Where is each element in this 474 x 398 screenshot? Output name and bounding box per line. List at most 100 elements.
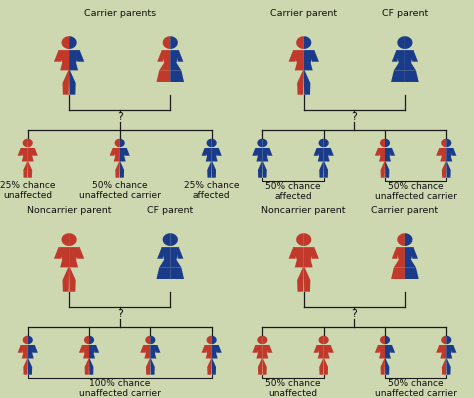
Polygon shape [405,247,416,267]
Polygon shape [319,139,324,147]
Polygon shape [20,148,27,162]
Polygon shape [143,345,150,359]
Polygon shape [54,248,62,259]
Polygon shape [20,345,27,359]
Polygon shape [176,248,183,259]
Polygon shape [170,50,181,70]
Polygon shape [394,50,405,70]
Polygon shape [378,345,385,359]
Polygon shape [163,233,170,246]
Polygon shape [385,148,392,162]
Polygon shape [411,248,418,259]
Polygon shape [89,359,93,375]
Polygon shape [207,359,211,375]
Polygon shape [54,51,62,62]
Polygon shape [94,346,99,353]
Text: Carrier parent: Carrier parent [270,9,337,18]
Polygon shape [170,70,184,82]
Polygon shape [392,51,399,62]
Polygon shape [397,36,405,49]
Polygon shape [176,51,183,62]
Polygon shape [324,359,328,375]
Polygon shape [267,346,273,353]
Polygon shape [216,346,222,353]
Polygon shape [27,139,33,147]
Polygon shape [258,359,262,375]
Polygon shape [304,50,315,70]
Polygon shape [319,336,324,344]
Polygon shape [89,345,96,359]
Polygon shape [297,267,304,292]
Polygon shape [289,248,297,259]
Polygon shape [447,336,451,344]
Polygon shape [316,345,324,359]
Polygon shape [258,162,262,178]
Polygon shape [262,359,267,375]
Text: 50% chance
unaffected: 50% chance unaffected [265,379,321,398]
Polygon shape [385,345,392,359]
Text: CF parent: CF parent [147,206,193,215]
Polygon shape [262,148,270,162]
Polygon shape [297,70,304,95]
Polygon shape [18,346,23,353]
Polygon shape [170,267,184,279]
Text: ?: ? [351,112,357,122]
Polygon shape [304,36,311,49]
Polygon shape [27,345,35,359]
Text: Carrier parents: Carrier parents [83,9,156,18]
Polygon shape [385,162,389,178]
Polygon shape [201,346,207,353]
Polygon shape [304,233,311,246]
Polygon shape [119,148,127,162]
Polygon shape [85,359,89,375]
Polygon shape [447,162,451,178]
Polygon shape [313,149,319,156]
Polygon shape [211,148,219,162]
Polygon shape [304,247,315,267]
Polygon shape [32,346,38,353]
Polygon shape [32,149,38,156]
Polygon shape [385,359,389,375]
Text: Noncarrier parent: Noncarrier parent [262,206,346,215]
Polygon shape [394,247,405,267]
Polygon shape [262,345,270,359]
Polygon shape [447,345,454,359]
Polygon shape [375,346,380,353]
Polygon shape [385,336,390,344]
Polygon shape [405,70,419,82]
Polygon shape [451,346,456,353]
Polygon shape [115,162,119,178]
Polygon shape [201,149,207,156]
Polygon shape [255,345,262,359]
Polygon shape [207,162,211,178]
Polygon shape [405,36,412,49]
Text: 50% chance
unaffected carrier: 50% chance unaffected carrier [79,181,161,200]
Text: Noncarrier parent: Noncarrier parent [27,206,111,215]
Polygon shape [324,162,328,178]
Polygon shape [442,359,447,375]
Polygon shape [392,248,399,259]
Polygon shape [439,345,447,359]
Polygon shape [119,162,124,178]
Polygon shape [27,359,32,375]
Text: ?: ? [117,112,123,122]
Polygon shape [391,267,405,279]
Polygon shape [296,233,304,246]
Polygon shape [157,248,164,259]
Polygon shape [76,51,84,62]
Polygon shape [447,148,454,162]
Polygon shape [313,346,319,353]
Polygon shape [252,149,258,156]
Polygon shape [82,345,89,359]
Polygon shape [62,233,69,246]
Polygon shape [79,346,84,353]
Polygon shape [170,233,178,246]
Polygon shape [262,139,267,147]
Polygon shape [390,149,395,156]
Polygon shape [304,267,310,292]
Polygon shape [211,345,219,359]
Polygon shape [304,70,310,95]
Polygon shape [156,267,170,279]
Polygon shape [63,70,69,95]
Polygon shape [63,267,69,292]
